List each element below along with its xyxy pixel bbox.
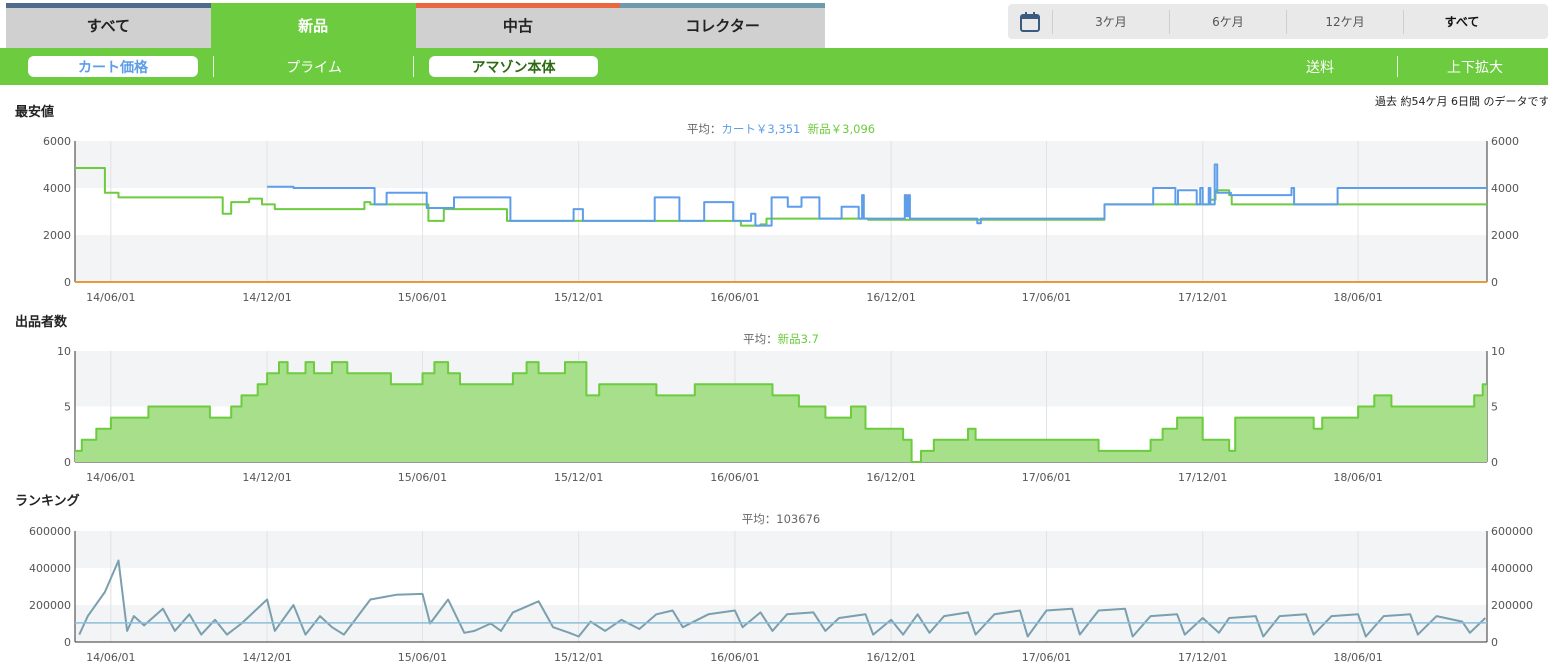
- series-line-new: [75, 361, 1487, 463]
- x-tick-label: 17/12/01: [1178, 471, 1227, 484]
- x-tick-label: 18/06/01: [1333, 471, 1382, 484]
- y-tick-label-left: 600000: [29, 525, 71, 538]
- y-tick-label-right: 4000: [1491, 182, 1519, 195]
- x-tick-label: 14/12/01: [242, 291, 291, 304]
- tab-collector[interactable]: コレクター: [620, 3, 825, 48]
- range-12-months[interactable]: 12ケ月: [1286, 9, 1403, 34]
- y-tick-label-right: 0: [1491, 636, 1498, 649]
- y-tick-label-left: 10: [57, 345, 71, 358]
- x-tick-label: 18/06/01: [1333, 651, 1382, 664]
- series-area-new: [75, 362, 1487, 462]
- y-tick-label-left: 6000: [43, 135, 71, 148]
- y-tick-label-left: 400000: [29, 562, 71, 575]
- plot-band: [75, 568, 1487, 605]
- tab-label: 新品: [298, 17, 329, 35]
- x-tick-label: 16/06/01: [710, 651, 759, 664]
- x-tick-label: 15/06/01: [398, 651, 447, 664]
- divider: [1397, 56, 1398, 77]
- series-line-cart: [267, 163, 1487, 227]
- x-tick-label: 18/06/01: [1333, 291, 1382, 304]
- tab-label: 中古: [502, 17, 533, 35]
- x-tick-label: 17/06/01: [1022, 291, 1071, 304]
- x-tick-label: 15/12/01: [554, 291, 603, 304]
- x-tick-label: 14/12/01: [242, 651, 291, 664]
- y-tick-label-left: 2000: [43, 229, 71, 242]
- tab-label: すべて: [86, 17, 131, 35]
- x-tick-label: 15/06/01: [398, 291, 447, 304]
- x-tick-label: 15/06/01: [398, 471, 447, 484]
- x-tick-label: 14/12/01: [242, 471, 291, 484]
- shipping-toggle[interactable]: 送料: [1306, 59, 1334, 76]
- series-line-rank: [78, 559, 1486, 638]
- lowest-price-title: 最安値: [15, 105, 55, 120]
- zoom-toggle[interactable]: 上下拡大: [1447, 59, 1503, 76]
- cart-price-toggle[interactable]: カート価格: [28, 56, 198, 77]
- x-tick-label: 16/12/01: [866, 651, 915, 664]
- x-tick-label: 16/06/01: [710, 291, 759, 304]
- prime-toggle[interactable]: プライム: [286, 59, 342, 76]
- y-tick-label-right: 6000: [1491, 135, 1519, 148]
- x-tick-label: 16/06/01: [710, 471, 759, 484]
- x-tick-label: 17/12/01: [1178, 291, 1227, 304]
- x-tick-label: 15/12/01: [554, 651, 603, 664]
- tab-new-bar: [210, 3, 416, 8]
- y-tick-label-right: 2000: [1491, 229, 1519, 242]
- y-tick-label-right: 5: [1491, 401, 1498, 414]
- filter-bar: カート価格 プライム アマゾン本体 送料 上下拡大: [0, 48, 1548, 85]
- y-tick-label-right: 0: [1491, 276, 1498, 289]
- range-6-months[interactable]: 6ケ月: [1169, 9, 1286, 34]
- range-all[interactable]: すべて: [1403, 9, 1520, 34]
- average-label: 平均：103676: [742, 512, 820, 526]
- x-tick-label: 17/06/01: [1022, 651, 1071, 664]
- range-selector: 3ケ月 6ケ月 12ケ月 すべて: [1008, 4, 1548, 39]
- y-tick-label-right: 0: [1491, 456, 1498, 469]
- y-tick-label-right: 200000: [1491, 599, 1533, 612]
- x-tick-label: 17/12/01: [1178, 651, 1227, 664]
- x-tick-label: 14/06/01: [86, 651, 135, 664]
- x-tick-label: 16/12/01: [866, 471, 915, 484]
- tab-used[interactable]: 中古: [415, 3, 621, 48]
- plot-band: [75, 235, 1487, 282]
- y-tick-label-left: 0: [64, 276, 71, 289]
- condition-tabs: すべて 新品 中古 コレクター: [6, 3, 825, 48]
- x-tick-label: 16/12/01: [866, 291, 915, 304]
- y-tick-label-right: 10: [1491, 345, 1505, 358]
- y-tick-label-right: 400000: [1491, 562, 1533, 575]
- tab-new[interactable]: 新品: [210, 3, 416, 48]
- average-label: 平均：新品3.7: [743, 332, 819, 346]
- y-tick-label-left: 200000: [29, 599, 71, 612]
- divider: [413, 56, 414, 77]
- y-tick-label-right: 600000: [1491, 525, 1533, 538]
- y-tick-label-left: 0: [64, 636, 71, 649]
- y-tick-label-left: 4000: [43, 182, 71, 195]
- ranking-title: ランキング: [15, 494, 80, 509]
- x-tick-label: 14/06/01: [86, 471, 135, 484]
- tab-label: コレクター: [685, 17, 760, 35]
- average-label: 平均：カート￥3,351 新品￥3,096: [687, 122, 875, 136]
- period-text: 過去 約54ケ月 6日間 のデータです: [1375, 95, 1548, 108]
- calendar-icon[interactable]: [1008, 4, 1052, 39]
- plot-band: [75, 141, 1487, 188]
- divider: [213, 56, 214, 77]
- y-tick-label-left: 5: [64, 401, 71, 414]
- plot-band: [75, 531, 1487, 568]
- tab-used-bar: [415, 3, 621, 8]
- x-tick-label: 14/06/01: [86, 291, 135, 304]
- range-3-months[interactable]: 3ケ月: [1052, 9, 1169, 34]
- tab-all[interactable]: すべて: [6, 3, 211, 48]
- amazon-toggle[interactable]: アマゾン本体: [429, 56, 598, 77]
- x-tick-label: 15/12/01: [554, 471, 603, 484]
- x-tick-label: 17/06/01: [1022, 471, 1071, 484]
- tab-all-bar: [6, 3, 211, 8]
- tab-collector-bar: [620, 3, 825, 8]
- y-tick-label-left: 0: [64, 456, 71, 469]
- sellers-title: 出品者数: [15, 315, 68, 330]
